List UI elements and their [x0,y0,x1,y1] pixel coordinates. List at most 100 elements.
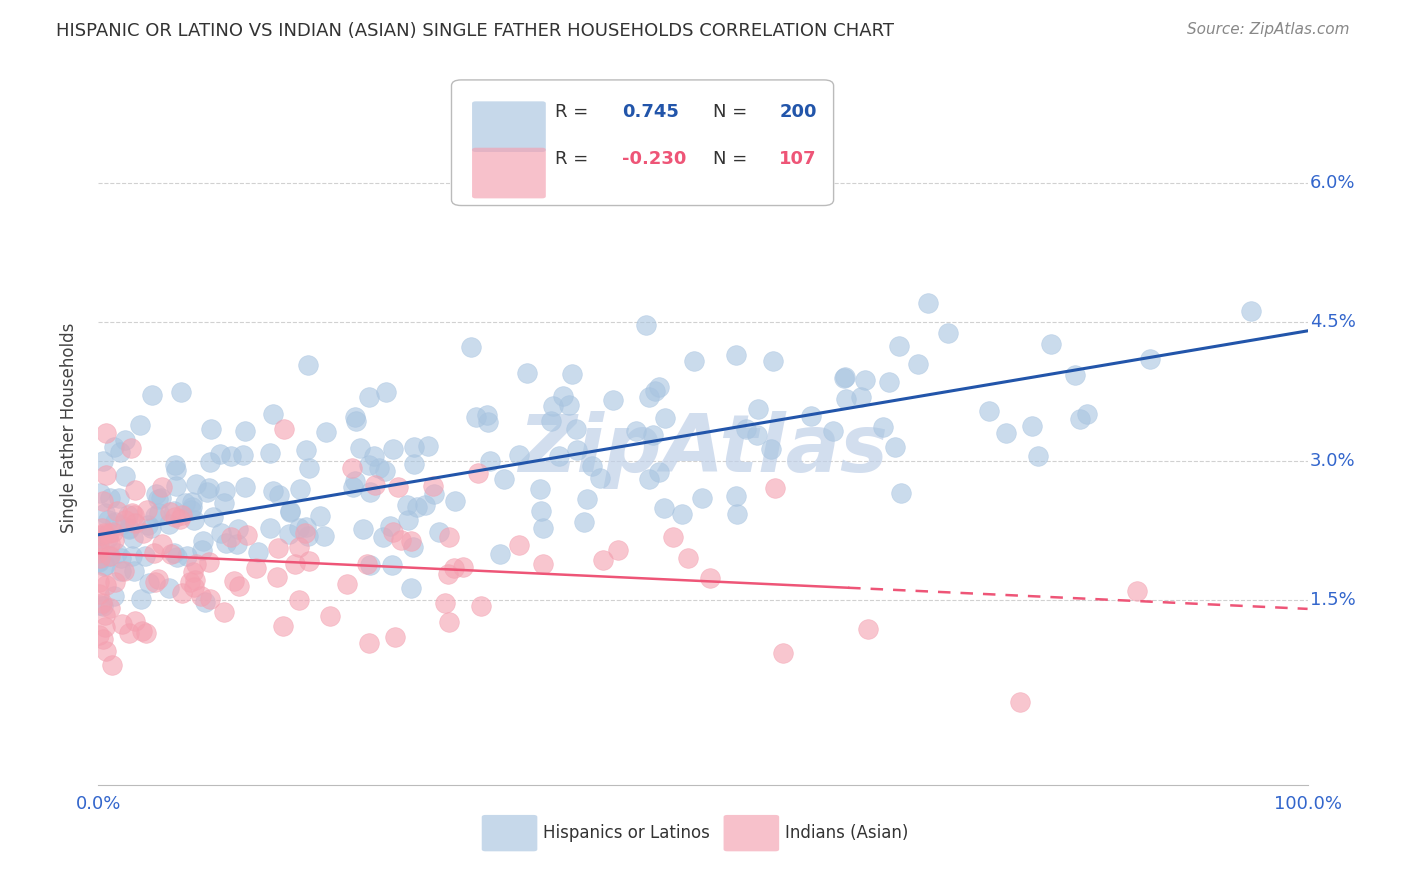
Point [110,517,132,532]
Point [336,576,359,591]
Point [772,646,794,660]
Point [821,424,844,438]
Point [176,549,198,563]
Point [180,500,202,514]
Point [907,357,929,371]
Point [103,440,125,454]
Point [547,449,569,463]
Point [356,557,378,571]
Point [995,425,1018,440]
Point [977,404,1000,418]
Point [477,408,499,422]
Point [1040,337,1063,351]
Point [851,390,873,404]
Point [576,492,599,507]
Point [87,556,110,570]
Point [214,484,236,499]
Point [236,528,259,542]
Point [195,485,218,500]
Point [135,626,157,640]
Point [1139,352,1161,367]
Point [427,525,450,540]
Point [530,504,553,518]
Point [422,478,444,492]
Point [209,525,232,540]
Point [648,380,671,394]
Point [180,502,202,516]
Point [470,599,492,614]
Point [146,491,169,506]
Point [145,574,167,589]
Text: -0.230: -0.230 [621,150,686,168]
Point [725,508,748,522]
Point [423,487,446,501]
Point [110,445,132,459]
Point [183,513,205,527]
Point [855,373,877,387]
Point [479,454,502,468]
Point [858,622,880,636]
Point [198,591,221,606]
Point [637,472,659,486]
Point [433,596,456,610]
Point [402,457,425,471]
Point [97,549,120,563]
Point [443,494,465,508]
Point [437,566,460,581]
Point [297,529,319,543]
Point [145,509,167,524]
FancyBboxPatch shape [482,815,537,851]
Point [364,478,387,492]
Point [97,512,120,526]
Point [724,348,747,362]
Point [114,513,136,527]
Point [315,425,337,440]
Point [89,485,111,500]
Point [884,441,907,455]
Point [373,530,395,544]
Point [396,498,419,512]
Point [374,464,396,478]
Point [387,480,409,494]
Point [90,528,112,542]
Point [295,520,318,534]
Point [309,508,332,523]
Point [184,573,207,587]
Point [626,424,648,438]
Point [682,353,704,368]
Point [1008,694,1031,708]
Point [98,535,121,549]
Point [1076,407,1098,421]
Text: Hispanics or Latinos: Hispanics or Latinos [543,824,710,842]
Point [654,411,676,425]
Point [699,571,721,585]
Point [832,371,855,385]
Point [340,460,363,475]
Point [93,599,115,613]
Point [284,557,307,571]
Point [117,508,139,523]
Text: 1.5%: 1.5% [1310,591,1355,608]
Point [183,580,205,594]
Point [917,296,939,310]
Point [112,564,135,578]
Point [384,630,406,644]
Point [219,530,242,544]
Point [389,533,412,547]
Point [267,488,290,502]
Point [399,581,422,595]
Point [464,410,486,425]
Point [89,575,111,590]
Text: 0.745: 0.745 [621,103,679,121]
Point [890,486,912,500]
Point [146,572,169,586]
Point [835,392,858,406]
Text: N =: N = [713,103,747,121]
Point [108,491,131,505]
Point [529,483,551,497]
Text: 3.0%: 3.0% [1310,451,1355,469]
Point [93,558,115,573]
Point [344,414,367,428]
Point [460,340,482,354]
Point [648,465,671,479]
